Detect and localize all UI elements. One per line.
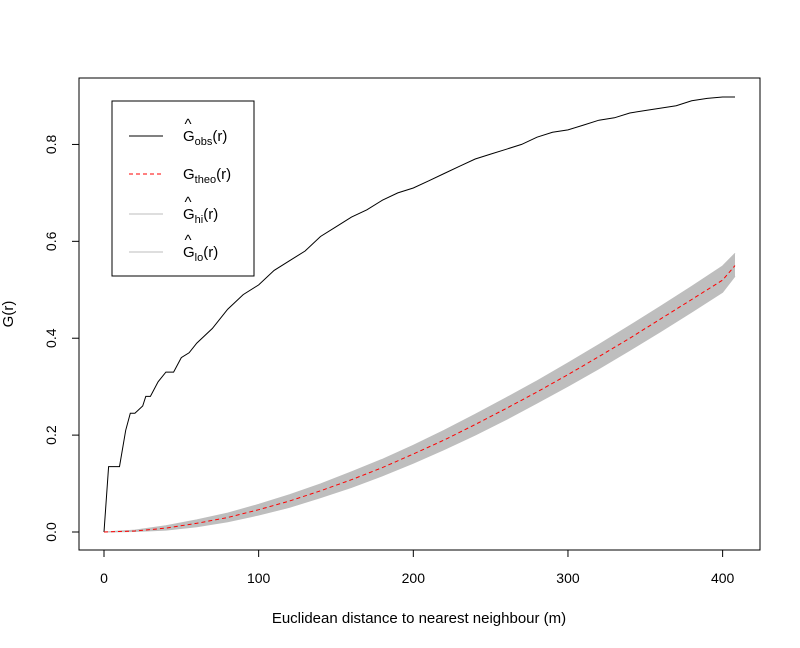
y-tick-label: 0.4 bbox=[43, 328, 59, 348]
series-line-lo bbox=[103, 275, 736, 533]
legend-label-obs: Gobs(r) bbox=[183, 128, 227, 148]
legend-box bbox=[111, 100, 255, 277]
legend-label-theo: Gtheo(r) bbox=[183, 166, 231, 186]
envelope-fill bbox=[104, 253, 735, 532]
y-tick-label: 0.6 bbox=[43, 231, 59, 251]
x-axis: 0 100 200 300 400 bbox=[100, 549, 735, 586]
legend-hat-hi: ^ bbox=[184, 194, 191, 211]
x-tick-label: 100 bbox=[247, 570, 271, 586]
series-line-obs bbox=[103, 96, 735, 533]
legend-hat-lo: ^ bbox=[184, 232, 191, 249]
envelope-band bbox=[104, 253, 735, 532]
y-tick-label: 0.0 bbox=[43, 522, 59, 542]
x-axis-title: Euclidean distance to nearest neighbour … bbox=[272, 610, 566, 627]
x-tick-label: 0 bbox=[100, 570, 108, 586]
series-layer bbox=[103, 96, 736, 533]
legend: ^Gobs(r)Gtheo(r)^Ghi(r)^Glo(r) bbox=[111, 100, 255, 277]
x-tick-label: 200 bbox=[402, 570, 426, 586]
y-axis-title: G(r) bbox=[0, 301, 17, 328]
y-tick-label: 0.2 bbox=[43, 425, 59, 445]
legend-hat-obs: ^ bbox=[184, 116, 191, 133]
legend-label-lo: Glo(r) bbox=[183, 244, 218, 264]
series-line-hi bbox=[103, 253, 736, 533]
x-tick-label: 400 bbox=[711, 570, 735, 586]
y-tick-label: 0.8 bbox=[43, 135, 59, 155]
x-tick-label: 300 bbox=[556, 570, 580, 586]
y-axis: 0.0 0.2 0.4 0.6 0.8 bbox=[43, 135, 80, 542]
legend-label-hi: Ghi(r) bbox=[183, 206, 218, 226]
series-line-theo bbox=[103, 265, 736, 533]
